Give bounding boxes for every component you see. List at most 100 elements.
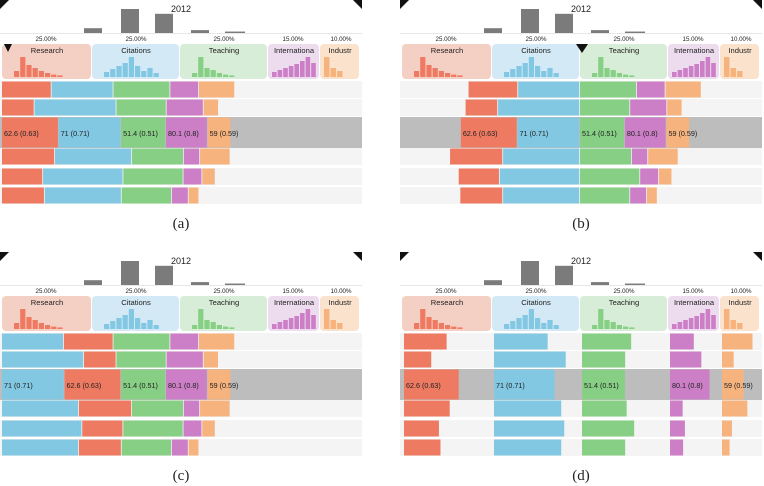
segment-international — [670, 439, 684, 456]
column-hist-bar — [724, 57, 730, 77]
column-hist-bar — [204, 68, 210, 77]
weight-label-citations: 25.00% — [126, 288, 147, 295]
column-hist-bar — [135, 318, 141, 329]
column-hist-bar — [277, 70, 283, 77]
column-hist-bar — [730, 68, 736, 77]
summary-hist-bar — [484, 28, 502, 33]
column-hist-bar — [294, 316, 299, 329]
corner-left-icon — [0, 0, 9, 9]
column-hist-bar — [510, 69, 516, 77]
column-hist-bar — [432, 68, 438, 77]
column-hist-bar — [229, 75, 235, 77]
column-hist-bar — [457, 75, 463, 77]
segment-industry — [202, 168, 215, 185]
column-hist-bar — [629, 75, 635, 77]
column-header-industry — [320, 296, 359, 331]
segment-industry — [188, 439, 199, 456]
segment-citations — [44, 187, 121, 204]
value-label-research: 62.6 (0.63) — [4, 129, 39, 138]
segment-teaching — [121, 369, 166, 400]
segment-industry — [198, 81, 235, 98]
value-label-research: 62.6 (0.63) — [406, 381, 441, 390]
segment-industry — [203, 351, 219, 368]
segment-international — [166, 369, 207, 400]
column-label-citations: Citations — [521, 46, 551, 55]
column-hist-bar — [38, 323, 44, 329]
segment-teaching — [121, 117, 166, 148]
summary-hist-bar — [484, 280, 502, 285]
segment-industry — [667, 99, 682, 116]
segment-citations — [2, 351, 84, 368]
column-hist-bar — [711, 63, 716, 77]
weight-label-industry: 10.00% — [731, 288, 752, 295]
summary-hist-bar — [555, 13, 573, 34]
weight-label-industry: 10.00% — [331, 36, 352, 43]
column-label-industry: Industr — [728, 46, 752, 55]
segment-international — [670, 351, 702, 368]
segment-research — [64, 369, 121, 400]
value-label-teaching: 51.4 (0.51) — [123, 129, 158, 138]
segment-international — [624, 117, 666, 148]
column-hist-bar — [45, 325, 51, 329]
column-label-international: Internationa — [674, 46, 715, 55]
segment-research — [2, 117, 58, 148]
segment-citations — [503, 148, 580, 165]
column-label-international: Internationa — [274, 298, 315, 307]
column-hist-bar — [128, 309, 134, 329]
panel-svg: 2012 25.00% 25.00% 25.00% 15.00% 10.00% Resear… — [400, 252, 762, 456]
column-hist-bar — [629, 327, 635, 329]
column-hist-bar — [700, 313, 705, 329]
sort-marker-icon — [4, 44, 12, 52]
column-hist-bar — [20, 57, 26, 77]
panel-c: 2012 25.00% 25.00% 25.00% 15.00% 10.00% Resear… — [0, 252, 362, 484]
segment-industry — [665, 81, 701, 98]
column-hist-bar — [528, 309, 534, 329]
column-hist-bar — [324, 309, 330, 329]
value-label-industry: 59 (0.59) — [210, 381, 239, 390]
column-hist-bar — [610, 322, 616, 329]
column-hist-bar — [700, 61, 705, 77]
column-hist-bar — [311, 315, 316, 329]
segment-international — [170, 81, 199, 98]
column-hist-bar — [711, 315, 716, 329]
column-hist-bar — [128, 57, 134, 77]
column-hist-bar — [305, 309, 311, 329]
column-label-citations: Citations — [121, 46, 151, 55]
column-hist-bar — [32, 320, 38, 329]
column-hist-bar — [553, 73, 559, 77]
segment-industry — [722, 439, 730, 456]
segment-teaching — [580, 117, 625, 148]
column-hist-bar — [122, 63, 128, 77]
column-hist-bar — [153, 73, 159, 77]
value-label-research: 62.6 (0.63) — [66, 381, 101, 390]
column-hist-bar — [516, 66, 522, 77]
segment-international — [183, 168, 202, 185]
segment-research — [460, 187, 503, 204]
column-hist-bar — [688, 66, 694, 77]
table-row — [400, 351, 762, 368]
column-hist-bar — [677, 70, 683, 77]
column-hist-bar — [300, 61, 305, 77]
segment-research — [78, 439, 121, 456]
column-hist-bar — [677, 322, 683, 329]
segment-international — [631, 148, 648, 165]
summary-hist-bar — [225, 31, 245, 33]
weight-label-research: 25.00% — [36, 36, 57, 43]
column-hist-bar — [153, 325, 159, 329]
segment-teaching — [121, 187, 172, 204]
column-hist-bar — [104, 324, 110, 329]
segment-research — [2, 99, 34, 116]
corner-right-icon — [353, 252, 362, 261]
caption-b: (b) — [572, 216, 590, 232]
column-hist-bar — [504, 72, 510, 77]
column-hist-bar — [705, 309, 711, 329]
column-hist-bar — [522, 315, 528, 329]
segment-citations — [498, 99, 580, 116]
column-hist-bar — [38, 71, 44, 77]
column-hist-bar — [445, 73, 451, 77]
column-label-research: Research — [31, 298, 64, 307]
segment-research — [2, 81, 51, 98]
segment-citations — [499, 168, 580, 185]
column-hist-bar — [541, 323, 547, 329]
column-hist-bar — [535, 318, 541, 329]
